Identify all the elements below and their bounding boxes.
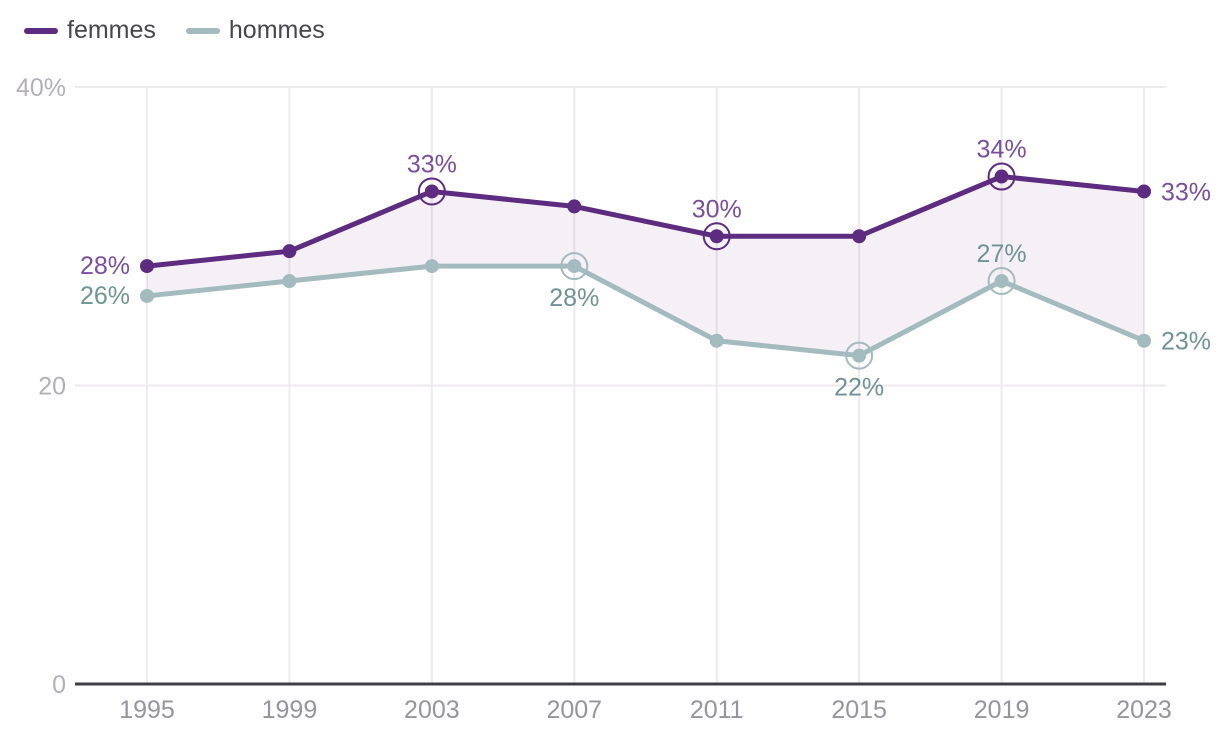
hommes-line[interactable] — [144, 263, 1147, 359]
y-tick-label: 40% — [16, 74, 66, 102]
hommes-value-label: 22% — [834, 374, 884, 402]
hommes-value-label: 27% — [977, 240, 1027, 268]
x-tick-label: 1999 — [262, 696, 318, 724]
hommes-point-1999[interactable] — [282, 274, 297, 289]
legend-item-hommes[interactable]: hommes — [185, 16, 325, 45]
femmes-point-2019[interactable] — [994, 169, 1009, 184]
legend-label-hommes: hommes — [228, 16, 325, 44]
legend-item-femmes[interactable]: femmes — [24, 16, 156, 45]
x-tick-label: 2015 — [831, 696, 887, 724]
hommes-point-2003[interactable] — [424, 259, 439, 274]
hommes-line-swatch — [185, 27, 220, 34]
chart-legend: femmes hommes — [24, 16, 325, 45]
x-tick-label: 2019 — [974, 696, 1030, 724]
hommes-point-2019[interactable] — [994, 274, 1009, 289]
hommes-point-2011[interactable] — [709, 333, 724, 348]
hommes-point-ring — [845, 341, 874, 370]
femmes-value-label: 33% — [407, 150, 457, 178]
legend-label-femmes: femmes — [67, 16, 156, 44]
femmes-point-2007[interactable] — [567, 199, 582, 214]
femmes-point-2023[interactable] — [1137, 184, 1152, 199]
femmes-value-label: 28% — [80, 252, 130, 280]
hommes-point-2015[interactable] — [852, 348, 867, 363]
femmes-point-2003[interactable] — [424, 184, 439, 199]
femmes-point-2015[interactable] — [852, 229, 867, 244]
hommes-point-2023[interactable] — [1137, 333, 1152, 348]
femmes-point-ring — [987, 162, 1016, 191]
femmes-line-swatch — [24, 27, 58, 34]
x-tick-label: 2023 — [1116, 696, 1172, 724]
femmes-line[interactable] — [144, 174, 1147, 269]
hommes-point-ring — [560, 252, 589, 281]
x-tick-label: 1995 — [119, 696, 175, 724]
femmes-point-2011[interactable] — [709, 229, 724, 244]
femmes-value-label: 30% — [692, 195, 742, 223]
x-tick-label: 2007 — [546, 696, 602, 724]
hommes-point-1995[interactable] — [140, 288, 154, 303]
area-between-series — [147, 176, 1145, 356]
x-tick-label: 2011 — [690, 696, 744, 724]
hommes-value-label: 26% — [80, 282, 130, 310]
femmes-value-label: 34% — [977, 136, 1027, 164]
hommes-value-label: 23% — [1161, 328, 1211, 356]
femmes-point-1999[interactable] — [282, 244, 297, 259]
hommes-point-ring — [987, 267, 1016, 296]
y-tick-label: 0 — [52, 671, 66, 699]
hommes-value-label: 28% — [549, 284, 599, 312]
femmes-point-1995[interactable] — [140, 259, 154, 274]
femmes-value-label: 33% — [1161, 178, 1211, 206]
x-tick-label: 2003 — [404, 696, 460, 724]
hommes-point-2007[interactable] — [567, 259, 582, 274]
femmes-point-ring — [702, 222, 731, 251]
y-tick-label: 20 — [38, 373, 66, 401]
femmes-point-ring — [417, 177, 446, 206]
